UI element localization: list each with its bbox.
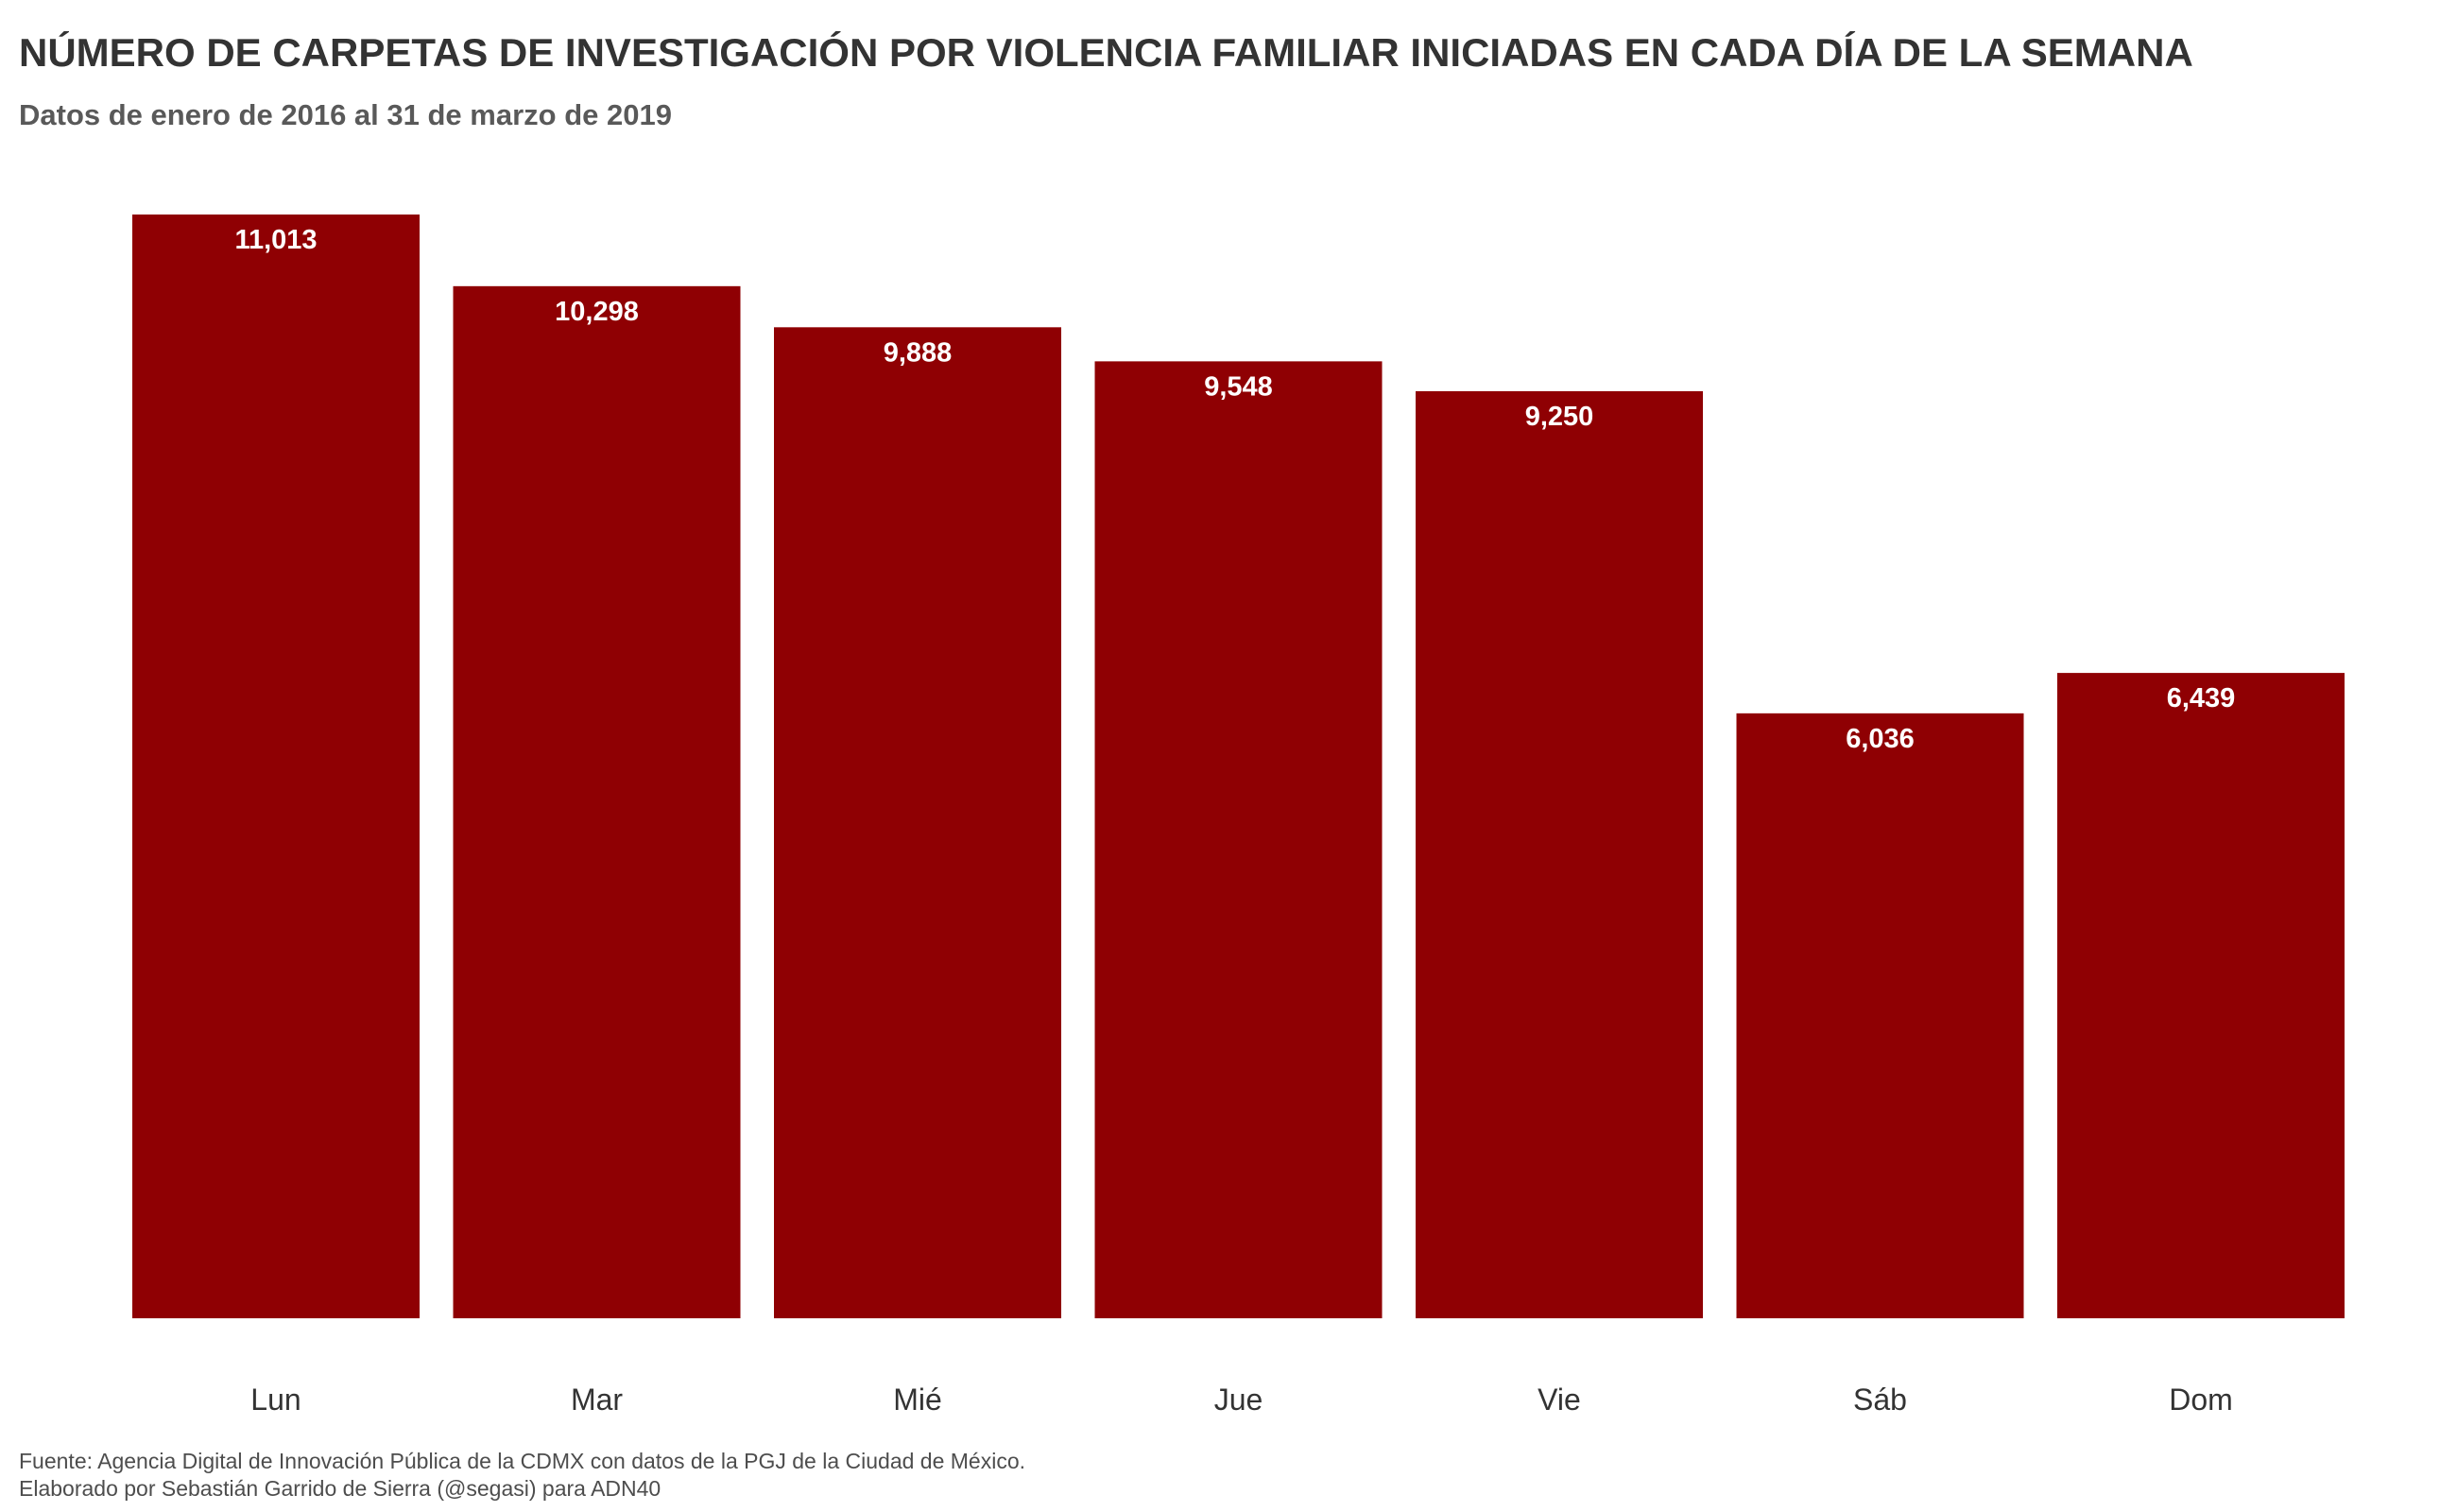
bar-value-label: 6,439 <box>2167 683 2236 713</box>
bar-Sáb <box>1736 713 2024 1318</box>
x-tick-label: Sáb <box>1853 1383 1907 1417</box>
x-tick-label: Vie <box>1538 1383 1581 1417</box>
bar-value-label: 9,250 <box>1525 402 1594 432</box>
bar-Mié <box>774 327 1061 1319</box>
caption-source: Fuente: Agencia Digital de Innovación Pú… <box>19 1449 1026 1473</box>
bar-Vie <box>1416 390 1703 1319</box>
chart-caption: Fuente: Agencia Digital de Innovación Pú… <box>19 1448 1025 1503</box>
bar-Dom <box>2057 673 2345 1318</box>
bar-Lun <box>132 215 420 1318</box>
bar-value-label: 9,548 <box>1204 371 1273 402</box>
bar-value-label: 10,298 <box>555 297 639 327</box>
chart-subtitle: Datos de enero de 2016 al 31 de marzo de… <box>19 98 672 131</box>
bar-value-label: 11,013 <box>234 225 317 255</box>
x-tick-label: Jue <box>1214 1383 1263 1417</box>
bar-value-label: 6,036 <box>1846 724 1915 754</box>
chart-title: NÚMERO DE CARPETAS DE INVESTIGACIÓN POR … <box>19 30 2193 75</box>
x-tick-label: Dom <box>2169 1383 2233 1417</box>
bar-value-label: 9,888 <box>884 337 953 368</box>
caption-credit: Elaborado por Sebastián Garrido de Sierr… <box>19 1476 662 1501</box>
x-tick-label: Lun <box>250 1383 301 1417</box>
bar-chart: 11,013 Lun 10,298 Mar 9,888 Mié 9,548 Jue 9,250 V… <box>132 215 2345 1417</box>
x-tick-label: Mié <box>893 1383 942 1417</box>
x-tick-label: Mar <box>571 1383 623 1417</box>
bar-Jue <box>1094 361 1383 1318</box>
bar-Mar <box>453 285 741 1319</box>
